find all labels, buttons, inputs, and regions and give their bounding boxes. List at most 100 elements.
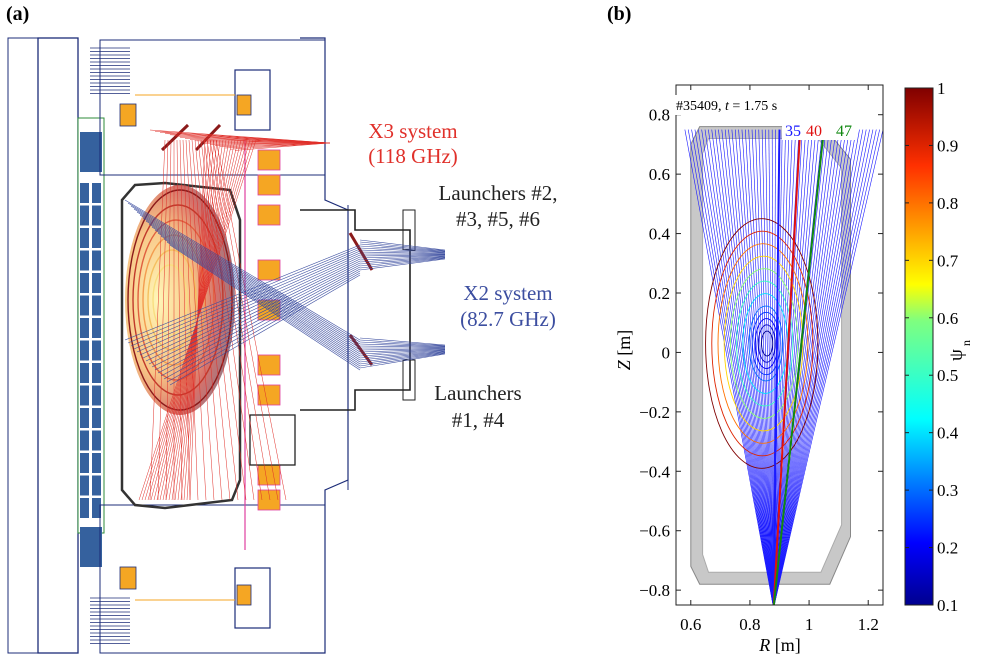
shot-label-bg bbox=[672, 95, 782, 115]
x2-ray bbox=[145, 258, 361, 362]
launchers-bottom-line1: Launchers bbox=[434, 381, 521, 405]
coil-fins-top bbox=[90, 47, 130, 94]
flux-contour bbox=[723, 255, 804, 432]
beam-ray bbox=[773, 129, 813, 605]
x3-ray bbox=[234, 142, 331, 151]
coil-block bbox=[257, 174, 281, 196]
y-tick-label: −0.4 bbox=[639, 462, 670, 481]
x2-ray bbox=[139, 214, 361, 351]
x3-ray bbox=[157, 139, 169, 501]
flux-ring bbox=[137, 219, 215, 381]
beam-ray bbox=[711, 129, 774, 605]
launchers-bottom-line2: #1, #4 bbox=[452, 408, 505, 432]
wall-tile bbox=[80, 385, 89, 406]
flux-contour bbox=[717, 243, 809, 444]
x2-ray bbox=[359, 339, 446, 346]
beam-ray bbox=[773, 129, 877, 605]
plasma bbox=[125, 185, 235, 415]
x2-ray bbox=[359, 348, 446, 351]
colorbar bbox=[904, 87, 934, 606]
flux-ring bbox=[147, 249, 197, 351]
wall-tile bbox=[80, 498, 89, 518]
beam-ray bbox=[773, 129, 870, 605]
x2-ray bbox=[154, 229, 361, 361]
x2-ray bbox=[359, 241, 446, 251]
x2-ray bbox=[359, 350, 446, 359]
beam-ray bbox=[734, 129, 774, 605]
wall-tile bbox=[92, 183, 101, 203]
beam-ray bbox=[751, 129, 774, 605]
beam-ray bbox=[773, 129, 843, 605]
x-tick-label: 1.2 bbox=[858, 615, 879, 634]
flux-contour bbox=[761, 330, 774, 357]
beam-35 bbox=[772, 129, 781, 605]
y-ticks: 0.8 0.6 0.4 0.2 0 −0.2 −0.4 −0.6 −0.8 bbox=[639, 106, 883, 600]
flux-contour bbox=[729, 268, 799, 419]
plot-frame bbox=[675, 84, 884, 606]
x3-ray bbox=[206, 139, 263, 501]
x2-ray bbox=[163, 238, 361, 367]
vacuum-vessel bbox=[120, 181, 242, 510]
beam-ray bbox=[773, 129, 817, 605]
x2-ray bbox=[359, 257, 446, 267]
x2-ray bbox=[142, 217, 361, 353]
x2-ray bbox=[359, 343, 446, 348]
beam-ray bbox=[773, 129, 810, 605]
y-axis-label: Z [m] bbox=[614, 330, 634, 371]
cb-tick-label: 0.2 bbox=[937, 539, 958, 558]
x3-ray bbox=[194, 139, 231, 501]
wall-tile bbox=[92, 273, 101, 293]
inner-wall-tiles bbox=[80, 183, 101, 518]
cb-tick-label: 0.1 bbox=[937, 596, 958, 615]
y-tick-label: −0.6 bbox=[639, 522, 670, 541]
wall-tile bbox=[92, 385, 101, 406]
beam-ray bbox=[773, 129, 883, 605]
flux-contour bbox=[736, 280, 794, 407]
x2-ray bbox=[359, 348, 446, 353]
x2-ray bbox=[359, 341, 446, 347]
lower-port-box bbox=[249, 414, 296, 466]
beam-ray bbox=[768, 129, 774, 605]
x2-ray bbox=[148, 260, 361, 365]
x2-label-line1: X2 system bbox=[463, 281, 552, 305]
flux-contour bbox=[757, 324, 776, 363]
x3-ray bbox=[209, 139, 271, 501]
wall-tile bbox=[80, 453, 89, 473]
x2-beams bbox=[124, 199, 446, 386]
x3-ray bbox=[176, 139, 183, 501]
x2-ray bbox=[163, 270, 361, 380]
launcher-flange-bottom bbox=[402, 359, 416, 401]
x2-ray bbox=[359, 337, 446, 346]
wall-tile bbox=[80, 250, 89, 271]
x-axis-label: R [m] bbox=[758, 635, 801, 655]
tile-lower bbox=[80, 527, 102, 567]
beam-ray bbox=[773, 129, 857, 605]
x2-ray bbox=[136, 252, 361, 353]
beam-ray bbox=[748, 129, 774, 605]
beam-ray bbox=[773, 129, 837, 605]
wall-tile bbox=[80, 430, 89, 451]
beam-ray bbox=[728, 129, 774, 605]
beam-ray bbox=[708, 129, 774, 605]
beam-ray bbox=[773, 129, 854, 605]
panel-b-plot: (b) 0.6 0.8 1 1.2 0.8 0.6 0.4 0.2 0 −0.2 −0.4 −0.6… bbox=[607, 3, 973, 655]
launcher-port-housing bbox=[300, 209, 411, 411]
beam-ray bbox=[738, 129, 774, 605]
outer-vessel bbox=[300, 37, 349, 654]
beam-ray bbox=[773, 129, 874, 605]
wall-tile bbox=[80, 205, 89, 226]
flux-contours bbox=[705, 218, 819, 469]
x2-ray bbox=[169, 244, 361, 371]
panel-a-label: (a) bbox=[6, 3, 29, 25]
x2-ray bbox=[359, 258, 446, 269]
beam-47 bbox=[772, 129, 825, 605]
tile-upper bbox=[80, 132, 102, 172]
x3-ray bbox=[138, 139, 257, 501]
x2-ray bbox=[359, 352, 446, 365]
y-tick-label: 0.4 bbox=[649, 225, 671, 244]
x2-ray bbox=[359, 245, 446, 253]
cb-tick-label: 0.5 bbox=[937, 366, 958, 385]
wall-tile bbox=[92, 340, 101, 361]
beam-ray bbox=[773, 129, 867, 605]
x2-ray bbox=[130, 205, 361, 345]
